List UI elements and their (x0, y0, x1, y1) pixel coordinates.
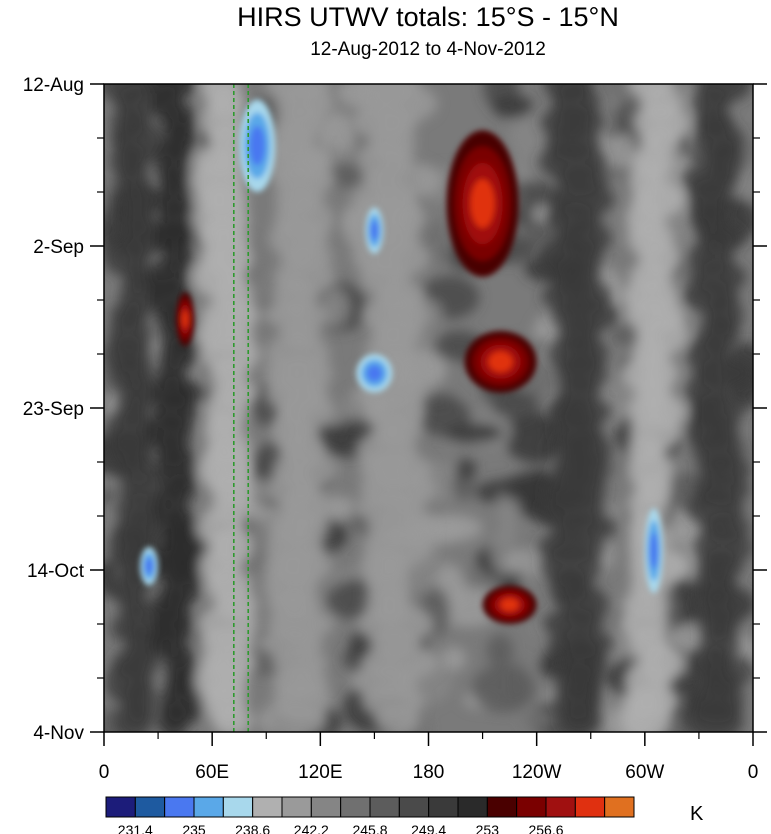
x-tick-label: 0 (99, 762, 110, 783)
colorbar-box (222, 796, 254, 818)
colorbar-box (486, 796, 518, 818)
colorbar-box (574, 796, 606, 818)
texture-patch (322, 495, 355, 521)
colorbar-label: 238.6 (235, 822, 270, 834)
band-patch (685, 698, 744, 732)
x-tick-label: 60W (625, 762, 664, 783)
chart-subtitle: 12-Aug-2012 to 4-Nov-2012 (310, 39, 546, 60)
x-axis: 0 60E 120E 180 120W 60W 0 (99, 732, 759, 783)
colorbar-box (164, 796, 195, 818)
low-region (249, 125, 265, 166)
low-region (370, 220, 379, 241)
colorbar: 231.4 235 238.6 242.2 245.8 249.4 253 256.6 (105, 796, 635, 834)
x-tick-label: 120E (298, 762, 342, 783)
x-tick-label: 180 (413, 762, 445, 783)
y-tick-label: 14-Oct (27, 561, 85, 582)
colorbar-box (340, 796, 371, 818)
colorbar-unit-label: K (690, 803, 704, 825)
texture-patch (341, 395, 369, 414)
high-region (182, 310, 189, 329)
colorbar-box (134, 796, 166, 818)
y-tick-label: 4-Nov (33, 723, 84, 744)
chart-title: HIRS UTWV totals: 15°S - 15°N (237, 2, 619, 32)
colorbar-box (545, 796, 576, 818)
high-region (470, 179, 495, 228)
band-patch (212, 703, 252, 732)
texture-patch (439, 646, 467, 672)
texture-patch (522, 711, 553, 728)
colorbar-box (604, 796, 635, 818)
texture-patch (446, 423, 504, 443)
band-patch (621, 698, 672, 732)
band-patch (374, 705, 421, 732)
reference-lines (233, 84, 250, 732)
colorbar-box (369, 796, 400, 818)
texture-patch (455, 458, 477, 480)
high-region (488, 351, 513, 373)
texture-patch (419, 514, 484, 542)
colorbar-label: 242.2 (294, 822, 329, 834)
texture-patch (491, 94, 534, 119)
colorbar-label: 235 (182, 822, 206, 834)
texture-patch (499, 474, 551, 502)
colorbar-label: 249.4 (411, 822, 446, 834)
colorbar-box (516, 796, 547, 818)
x-tick-label: 0 (748, 762, 759, 783)
band-patch (559, 704, 601, 732)
colorbar-box (310, 796, 342, 818)
texture-patch (486, 634, 514, 667)
low-region (366, 365, 383, 382)
low-region (145, 557, 153, 575)
colorbar-label: 245.8 (352, 822, 387, 834)
band-patch (257, 700, 328, 732)
colorbar-box (428, 796, 459, 818)
high-region (500, 598, 519, 612)
plot-area (104, 84, 753, 732)
colorbar-label: 231.4 (118, 822, 153, 834)
y-axis: 12-Aug 2-Sep 23-Sep 14-Oct 4-Nov (23, 75, 767, 744)
colorbar-label: 256.6 (528, 822, 563, 834)
colorbar-box (398, 796, 430, 818)
band-patch (113, 701, 154, 732)
y-tick-label: 2-Sep (33, 237, 84, 258)
colorbar-box (457, 796, 488, 818)
colorbar-box (105, 796, 136, 818)
colorbar-box (193, 796, 224, 818)
x-tick-label: 60E (195, 762, 229, 783)
field-regions (140, 99, 663, 624)
low-region (649, 532, 658, 569)
colorbar-box (281, 796, 312, 818)
x-tick-label: 120W (512, 762, 562, 783)
y-tick-label: 12-Aug (23, 75, 84, 96)
texture-patch (471, 664, 536, 713)
band-patch (156, 702, 190, 732)
y-tick-label: 23-Sep (23, 399, 84, 420)
colorbar-box (252, 796, 283, 818)
colorbar-label: 253 (476, 822, 500, 834)
texture-patch (504, 414, 570, 464)
